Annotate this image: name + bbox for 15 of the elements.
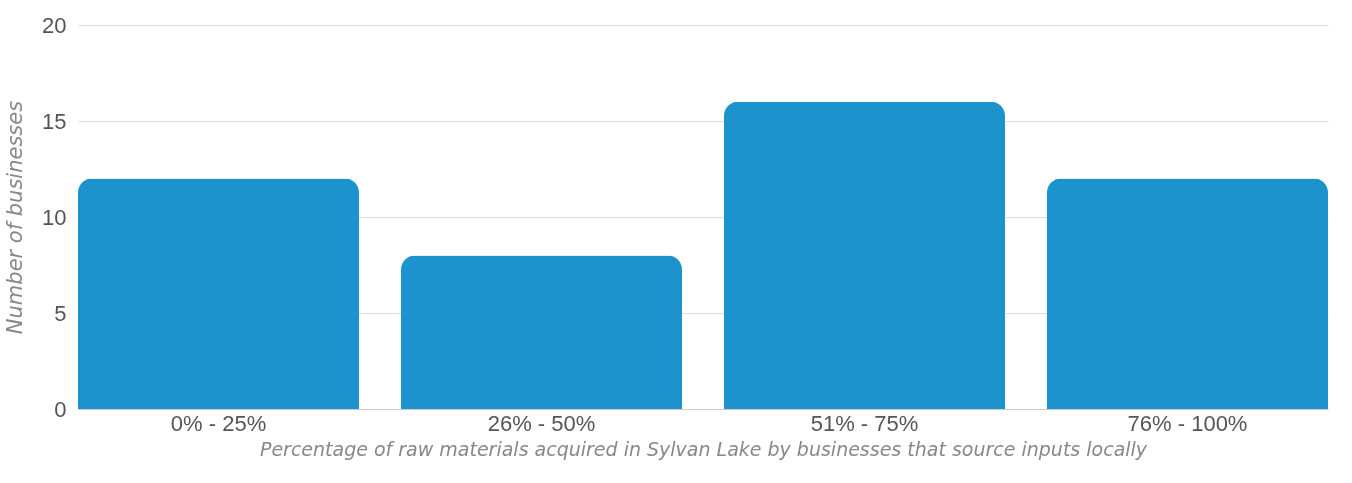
x-tick-label: 76% - 100% — [1127, 410, 1248, 436]
bar — [401, 255, 683, 409]
bar — [1046, 178, 1328, 409]
y-tick-label: 0 — [54, 396, 67, 422]
bar — [723, 101, 1005, 409]
y-tick-label: 15 — [42, 108, 67, 134]
x-axis-title: Percentage of raw materials acquired in Sylvan Lake by businesses that source inputs locally — [259, 437, 1148, 460]
y-tick-label: 5 — [54, 300, 67, 326]
y-tick-label: 10 — [42, 204, 67, 230]
bar — [78, 178, 360, 409]
x-tick-label: 26% - 50% — [487, 410, 596, 436]
y-tick-label: 20 — [42, 12, 67, 38]
y-axis-title: Number of businesses — [3, 100, 28, 335]
x-tick-label: 0% - 25% — [170, 410, 267, 436]
x-tick-label: 51% - 75% — [810, 410, 919, 436]
